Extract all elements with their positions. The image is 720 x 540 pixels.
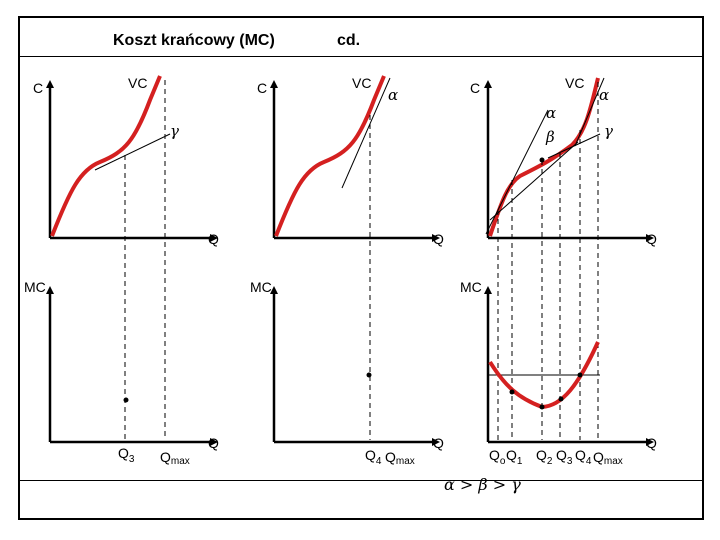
- ineq-beta: β: [478, 475, 488, 494]
- panel-bottom-left: MC Q Q3 Qmax: [24, 279, 219, 467]
- vc-curve: [488, 77, 600, 237]
- x-label: Q: [646, 231, 657, 247]
- vc-label: VC: [352, 75, 371, 91]
- mc-point-q4: [577, 372, 583, 378]
- qmax-label: Qmax: [593, 449, 623, 467]
- ray-beta: [489, 141, 579, 221]
- y-label: C: [33, 80, 43, 96]
- qmax-label: Qmax: [385, 449, 415, 467]
- panel-bottom-right: MC Q Qo Q1 Q2 Q3 Q4 Qmax: [460, 279, 657, 467]
- x-label: Q: [433, 231, 444, 247]
- angle-inequality: α > β > γ: [444, 475, 521, 494]
- x-label: Q: [433, 435, 444, 451]
- mc-point: [366, 372, 372, 378]
- mc-point-q1: [509, 389, 515, 395]
- panel-bottom-mid: MC Q Q4 Qmax: [250, 279, 444, 467]
- y-label: MC: [250, 279, 272, 295]
- header-divider: [18, 56, 704, 57]
- vc-curve: [50, 75, 162, 237]
- continued-label: cd.: [337, 32, 361, 49]
- slide-title: Koszt krańcowy (MC): [113, 32, 275, 49]
- y-label: MC: [460, 279, 482, 295]
- vc-label: VC: [128, 75, 147, 91]
- y-label: C: [257, 80, 267, 96]
- angle-beta: β: [545, 128, 555, 146]
- footer-divider: [18, 480, 704, 481]
- ineq-alpha: α: [444, 475, 455, 494]
- angle-gamma: γ: [170, 122, 179, 140]
- tangent-alpha: [341, 77, 391, 189]
- q3-label: Q3: [118, 445, 135, 465]
- vc-label: VC: [565, 75, 584, 91]
- mc-point: [123, 397, 129, 403]
- y-label: MC: [24, 279, 46, 295]
- qmax-label: Qmax: [160, 449, 190, 467]
- q4-label: Q4: [365, 447, 382, 467]
- q3-label: Q3: [556, 447, 573, 467]
- x-label: Q: [646, 435, 657, 451]
- q2-label: Q2: [536, 447, 553, 467]
- mc-point-q2: [539, 404, 545, 410]
- y-label: C: [470, 80, 480, 96]
- x-label: Q: [208, 435, 219, 451]
- q4-label: Q4: [575, 447, 592, 467]
- q0-label: Qo: [489, 447, 506, 467]
- tangent-gamma: [547, 133, 601, 159]
- angle-alpha: α: [388, 86, 398, 104]
- mc-point-q3: [558, 396, 564, 402]
- ineq-gamma: γ: [511, 475, 521, 494]
- ineq-gt-1: >: [459, 475, 474, 494]
- panel-top-right: C VC Q α α β γ: [470, 75, 657, 440]
- tangent-gamma: [94, 133, 171, 171]
- vc-curve: [274, 75, 386, 237]
- slide-frame: [18, 16, 704, 520]
- ineq-gt-2: >: [492, 475, 507, 494]
- angle-alpha-upper: α: [599, 86, 609, 104]
- panel-top-mid: C VC Q α: [257, 75, 444, 440]
- panel-top-left: C VC Q γ: [33, 75, 219, 440]
- angle-gamma: γ: [604, 122, 613, 140]
- angle-alpha-lower: α: [546, 104, 556, 122]
- x-label: Q: [208, 231, 219, 247]
- q1-label: Q1: [506, 447, 523, 467]
- ray-alpha-lower: [485, 109, 549, 235]
